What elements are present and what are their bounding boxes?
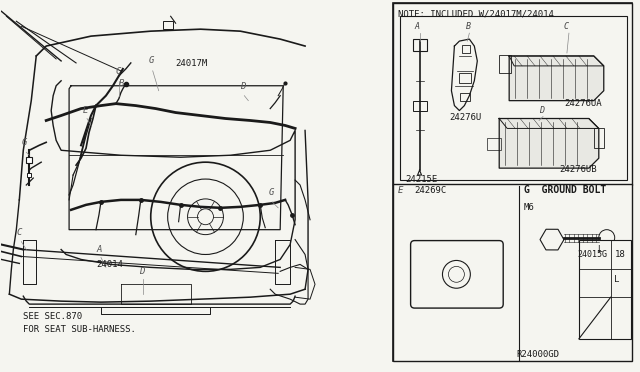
- Text: 24276UA: 24276UA: [564, 99, 602, 108]
- Bar: [163, 21, 173, 29]
- Bar: [462, 45, 470, 53]
- Polygon shape: [509, 56, 604, 101]
- Text: 24215E: 24215E: [406, 175, 438, 184]
- Text: B: B: [467, 22, 472, 31]
- Text: M6: M6: [524, 203, 535, 212]
- Text: SEE SEC.870: SEE SEC.870: [23, 312, 83, 321]
- Text: 24014: 24014: [96, 260, 123, 269]
- Bar: [393, 184, 632, 361]
- Text: D: D: [139, 267, 144, 276]
- Bar: [413, 39, 426, 51]
- Bar: [460, 93, 470, 101]
- Polygon shape: [499, 119, 599, 168]
- Text: G: G: [21, 138, 27, 147]
- Text: NOTE: INCLUDED W/24017M/24014: NOTE: INCLUDED W/24017M/24014: [397, 9, 554, 18]
- Text: 24276UB: 24276UB: [559, 165, 596, 174]
- Bar: [499, 55, 511, 73]
- Text: L: L: [596, 244, 602, 253]
- Text: FOR SEAT SUB-HARNESS.: FOR SEAT SUB-HARNESS.: [23, 325, 136, 334]
- Text: E: E: [83, 106, 88, 115]
- Text: G: G: [148, 56, 154, 65]
- Text: E: E: [397, 186, 403, 195]
- Text: G  GROUND BOLT: G GROUND BOLT: [524, 185, 606, 195]
- Text: D: D: [539, 106, 544, 115]
- Text: 24017M: 24017M: [175, 59, 208, 68]
- Bar: [460, 73, 471, 83]
- Text: B: B: [119, 79, 124, 88]
- Text: G: G: [268, 188, 274, 197]
- Text: R24000GD: R24000GD: [516, 350, 559, 359]
- Text: C: C: [564, 22, 569, 31]
- Bar: [393, 3, 632, 185]
- Text: C: C: [116, 67, 121, 76]
- Text: L: L: [614, 275, 620, 284]
- Bar: [487, 138, 501, 150]
- Text: 24269C: 24269C: [415, 186, 447, 195]
- Bar: [594, 128, 604, 148]
- Text: D: D: [241, 82, 246, 91]
- Bar: [579, 240, 630, 339]
- Text: 24276U: 24276U: [449, 113, 482, 122]
- Bar: [399, 16, 627, 180]
- Bar: [413, 101, 426, 110]
- Bar: [393, 3, 632, 361]
- Text: A: A: [96, 244, 101, 253]
- Text: A: A: [415, 22, 420, 31]
- Text: 18: 18: [615, 250, 626, 259]
- Text: C: C: [17, 228, 22, 237]
- Text: 24015G: 24015G: [578, 250, 608, 259]
